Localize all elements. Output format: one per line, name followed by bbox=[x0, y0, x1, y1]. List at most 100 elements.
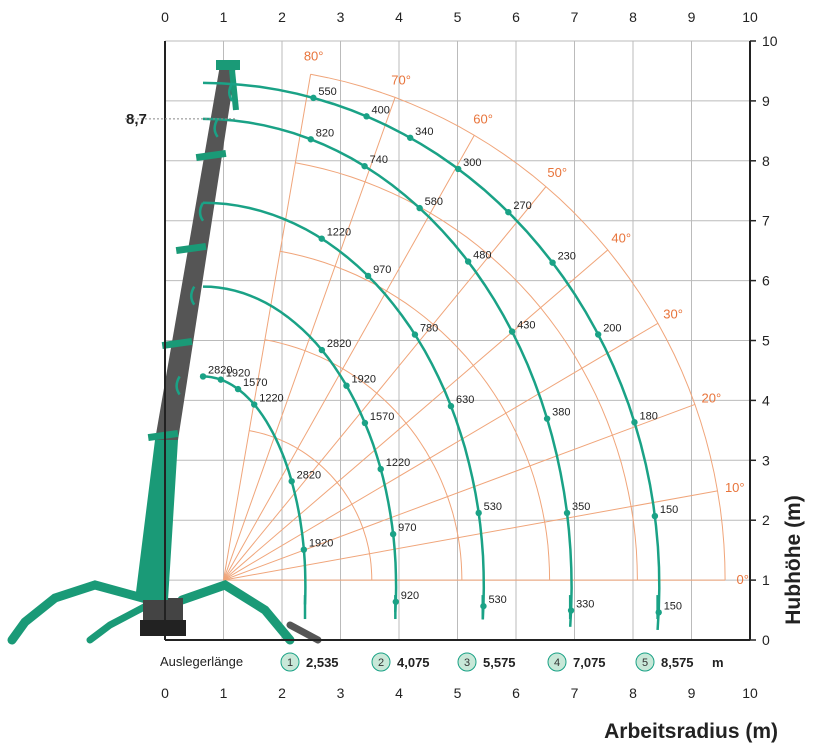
load-value: 1570 bbox=[370, 411, 394, 423]
legend-length: 2,535 bbox=[306, 655, 339, 670]
angle-reference-arc bbox=[310, 73, 726, 581]
load-value: 2820 bbox=[297, 469, 321, 481]
load-curve-hook bbox=[175, 375, 181, 396]
x-tick-label-bottom: 0 bbox=[161, 685, 169, 701]
load-value: 970 bbox=[398, 522, 416, 534]
load-value: 820 bbox=[316, 127, 334, 139]
load-point bbox=[480, 602, 487, 610]
load-point bbox=[447, 402, 455, 410]
load-point bbox=[543, 415, 551, 422]
legend-badge-number: 5 bbox=[642, 657, 648, 669]
x-tick-label-top: 4 bbox=[395, 9, 403, 25]
x-tick-label-top: 1 bbox=[220, 9, 228, 25]
load-value: 2820 bbox=[208, 364, 232, 376]
angle-reference-arc bbox=[279, 250, 551, 581]
x-tick-label-bottom: 6 bbox=[512, 685, 520, 701]
load-value: 1220 bbox=[327, 227, 351, 239]
y-tick-label: 1 bbox=[762, 572, 770, 588]
load-point bbox=[361, 162, 368, 170]
load-value: 630 bbox=[456, 394, 474, 406]
load-point bbox=[251, 401, 258, 408]
grid bbox=[164, 40, 751, 641]
x-tick-label-top: 8 bbox=[629, 9, 637, 25]
load-value: 300 bbox=[463, 157, 481, 169]
load-point bbox=[288, 478, 295, 485]
load-point bbox=[318, 346, 326, 354]
legend-badge bbox=[457, 652, 477, 672]
load-value: 580 bbox=[425, 196, 443, 208]
outrigger-left bbox=[7, 580, 155, 645]
load-value: 270 bbox=[513, 200, 531, 212]
x-tick-label-top: 7 bbox=[571, 9, 579, 25]
legend-length: 8,575 bbox=[661, 655, 694, 670]
y-tick-label: 5 bbox=[762, 333, 770, 349]
x-tick-label-bottom: 5 bbox=[454, 685, 462, 701]
x-tick-label-top: 10 bbox=[742, 9, 758, 25]
legend-badge bbox=[635, 652, 655, 672]
boom-section-marker bbox=[161, 337, 193, 350]
load-point bbox=[549, 259, 556, 266]
load-value: 2820 bbox=[327, 338, 351, 350]
angle-ray bbox=[223, 97, 396, 581]
load-curve bbox=[202, 375, 307, 605]
x-tick-label-bottom: 9 bbox=[688, 685, 696, 701]
angle-label: 30° bbox=[663, 306, 683, 321]
x-tick-label-top: 3 bbox=[337, 9, 345, 25]
load-value: 920 bbox=[401, 590, 419, 602]
load-value: 530 bbox=[488, 594, 506, 606]
angle-reference-arc bbox=[295, 162, 638, 581]
load-point bbox=[631, 419, 638, 426]
crane-illustration bbox=[7, 60, 322, 645]
x-tick-label-bottom: 2 bbox=[278, 685, 286, 701]
load-point bbox=[363, 113, 370, 120]
angle-reference-arc bbox=[249, 430, 373, 581]
load-point bbox=[651, 512, 659, 520]
angle-label: 20° bbox=[702, 390, 722, 405]
x-tick-label-bottom: 8 bbox=[629, 685, 637, 701]
load-point bbox=[389, 530, 397, 538]
load-value: 970 bbox=[373, 264, 391, 276]
legend-length: 7,075 bbox=[573, 655, 606, 670]
angle-ray bbox=[223, 74, 312, 581]
x-tick-label-top: 0 bbox=[161, 9, 169, 25]
load-value: 400 bbox=[372, 104, 390, 116]
angle-label: 60° bbox=[473, 112, 493, 127]
load-point bbox=[343, 382, 350, 389]
legend-badge-number: 2 bbox=[378, 657, 384, 669]
y-axis-title: Hubhöhe (m) bbox=[782, 495, 805, 624]
load-point bbox=[310, 94, 317, 102]
x-tick-label-top: 2 bbox=[278, 9, 286, 25]
load-value: 1920 bbox=[309, 538, 333, 550]
y-tick-label: 6 bbox=[762, 273, 770, 289]
angle-ray bbox=[223, 322, 659, 581]
x-tick-label-bottom: 7 bbox=[571, 685, 579, 701]
load-point bbox=[594, 331, 602, 338]
load-value: 780 bbox=[420, 323, 438, 335]
load-point bbox=[318, 235, 325, 242]
load-curve bbox=[202, 117, 573, 627]
load-point bbox=[505, 208, 512, 216]
angle-label: 10° bbox=[725, 480, 745, 495]
load-value: 150 bbox=[664, 600, 682, 612]
angle-label: 70° bbox=[391, 73, 411, 88]
y-tick-label: 9 bbox=[762, 93, 770, 109]
load-value: 1920 bbox=[351, 374, 375, 386]
x-tick-label-bottom: 4 bbox=[395, 685, 403, 701]
load-curve-hook bbox=[190, 285, 196, 306]
load-curve-hook bbox=[198, 202, 205, 222]
load-point bbox=[464, 258, 472, 265]
legend-badge bbox=[547, 652, 567, 672]
x-axis-title: Arbeitsradius (m) bbox=[604, 720, 778, 743]
load-value: 230 bbox=[558, 251, 576, 263]
x-tick-label-top: 9 bbox=[688, 9, 696, 25]
crane-track bbox=[140, 620, 186, 636]
angle-label: 50° bbox=[547, 165, 567, 180]
load-value: 530 bbox=[484, 501, 502, 513]
load-point bbox=[563, 509, 571, 517]
crane-column bbox=[135, 440, 178, 600]
x-tick-label-top: 5 bbox=[454, 9, 462, 25]
legend-unit: m bbox=[712, 655, 724, 670]
load-curve bbox=[202, 201, 486, 620]
